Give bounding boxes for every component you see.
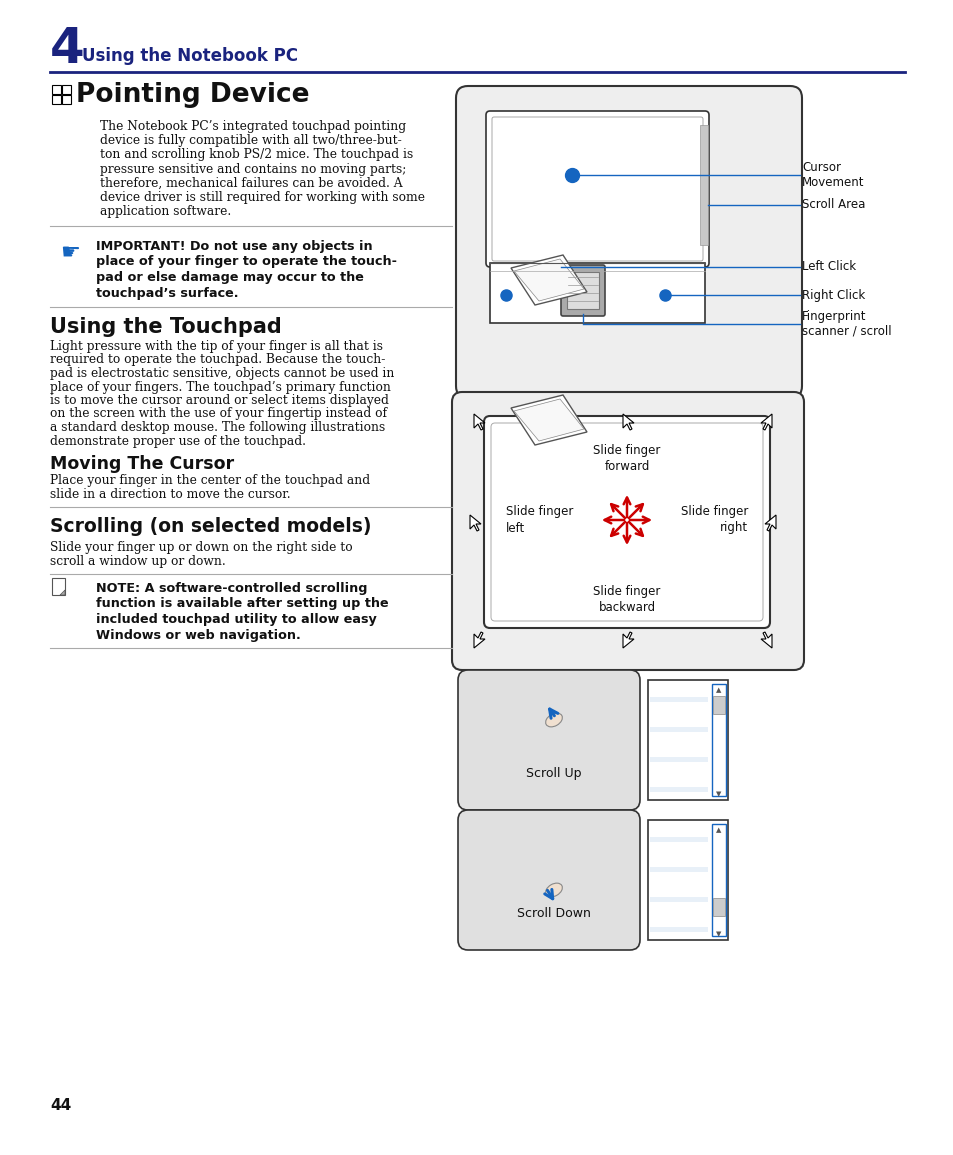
Bar (566, 271, 598, 310)
Text: Using the Notebook PC: Using the Notebook PC (82, 47, 297, 65)
Text: touchpad’s surface.: touchpad’s surface. (96, 286, 238, 299)
Text: Slide your finger up or down on the right side to: Slide your finger up or down on the righ… (50, 541, 353, 554)
FancyBboxPatch shape (452, 392, 803, 670)
Text: Right Click: Right Click (801, 289, 864, 301)
Bar (647, 680, 727, 800)
Text: Windows or web navigation.: Windows or web navigation. (96, 628, 300, 641)
Bar (649, 867, 707, 872)
Text: The Notebook PC’s integrated touchpad pointing: The Notebook PC’s integrated touchpad po… (100, 120, 406, 133)
Text: Slide finger
left: Slide finger left (505, 506, 573, 535)
FancyBboxPatch shape (485, 111, 708, 267)
Polygon shape (474, 632, 484, 648)
Text: Fingerprint
scanner / scroll: Fingerprint scanner / scroll (801, 310, 891, 338)
Bar (649, 696, 707, 702)
Text: device driver is still required for working with some: device driver is still required for work… (100, 191, 424, 204)
FancyBboxPatch shape (491, 423, 762, 621)
Text: device is fully compatible with all two/three-but-: device is fully compatible with all two/… (100, 134, 401, 147)
Text: ton and scrolling knob PS/2 mice. The touchpad is: ton and scrolling knob PS/2 mice. The to… (100, 148, 413, 162)
Bar (62, 85, 71, 94)
Polygon shape (474, 413, 484, 430)
Text: pressure sensitive and contains no moving parts;: pressure sensitive and contains no movin… (100, 163, 406, 176)
Text: ▲: ▲ (716, 827, 720, 833)
Text: required to operate the touchpad. Because the touch-: required to operate the touchpad. Becaus… (50, 353, 385, 366)
Text: Light pressure with the tip of your finger is all that is: Light pressure with the tip of your fing… (50, 340, 382, 353)
Polygon shape (622, 632, 634, 648)
Bar (649, 897, 707, 902)
Polygon shape (760, 632, 771, 648)
Text: Scroll Down: Scroll Down (517, 907, 590, 921)
Text: 4: 4 (50, 25, 85, 73)
Text: a standard desktop mouse. The following illustrations: a standard desktop mouse. The following … (50, 422, 385, 434)
Bar (52, 85, 61, 94)
Text: Slide finger
backward: Slide finger backward (593, 584, 660, 614)
Bar (712, 696, 724, 714)
Polygon shape (470, 515, 480, 531)
Text: on the screen with the use of your fingertip instead of: on the screen with the use of your finge… (50, 408, 387, 420)
Text: 44: 44 (50, 1098, 71, 1113)
Polygon shape (514, 259, 583, 301)
Text: place of your fingers. The touchpad’s primary function: place of your fingers. The touchpad’s pr… (50, 380, 391, 394)
Text: ☛: ☛ (60, 243, 80, 263)
Text: included touchpad utility to allow easy: included touchpad utility to allow easy (96, 613, 376, 626)
Polygon shape (511, 255, 586, 305)
Bar (649, 927, 707, 932)
Text: place of your finger to operate the touch-: place of your finger to operate the touc… (96, 255, 396, 268)
Text: demonstrate proper use of the touchpad.: demonstrate proper use of the touchpad. (50, 434, 306, 447)
Bar (52, 95, 61, 104)
Text: therefore, mechanical failures can be avoided. A: therefore, mechanical failures can be av… (100, 177, 402, 189)
Bar (712, 897, 724, 916)
Bar (711, 824, 725, 936)
Bar (52, 578, 65, 595)
Polygon shape (514, 398, 583, 441)
Bar (62, 95, 71, 104)
Text: Left Click: Left Click (801, 261, 855, 274)
Text: ▲: ▲ (716, 687, 720, 693)
Text: Cursor
Movement: Cursor Movement (801, 161, 863, 189)
FancyBboxPatch shape (560, 264, 604, 316)
Text: scroll a window up or down.: scroll a window up or down. (50, 556, 226, 568)
Bar (647, 820, 727, 940)
Text: ▼: ▼ (716, 791, 720, 797)
Text: pad or else damage may occur to the: pad or else damage may occur to the (96, 271, 363, 284)
FancyBboxPatch shape (457, 810, 639, 951)
Bar (649, 837, 707, 842)
Text: application software.: application software. (100, 206, 231, 218)
Bar (649, 787, 707, 792)
Text: Slide finger
right: Slide finger right (679, 506, 747, 535)
FancyBboxPatch shape (457, 670, 639, 810)
Bar (649, 757, 707, 762)
Polygon shape (60, 590, 65, 595)
Text: Pointing Device: Pointing Device (76, 82, 309, 109)
Text: NOTE: A software-controlled scrolling: NOTE: A software-controlled scrolling (96, 582, 367, 595)
FancyBboxPatch shape (483, 416, 769, 628)
Text: Slide finger
forward: Slide finger forward (593, 444, 660, 474)
Polygon shape (760, 413, 771, 430)
Ellipse shape (545, 713, 561, 726)
Bar (711, 684, 725, 796)
Text: function is available after setting up the: function is available after setting up t… (96, 597, 388, 611)
Polygon shape (764, 515, 775, 531)
Text: ▼: ▼ (716, 931, 720, 937)
Text: Moving The Cursor: Moving The Cursor (50, 455, 233, 474)
Text: Place your finger in the center of the touchpad and: Place your finger in the center of the t… (50, 474, 370, 487)
Text: IMPORTANT! Do not use any objects in: IMPORTANT! Do not use any objects in (96, 240, 373, 253)
Ellipse shape (545, 884, 561, 897)
Polygon shape (622, 413, 634, 430)
Text: slide in a direction to move the cursor.: slide in a direction to move the cursor. (50, 489, 291, 501)
Text: pad is electrostatic sensitive, objects cannot be used in: pad is electrostatic sensitive, objects … (50, 367, 394, 380)
Bar (649, 726, 707, 732)
Polygon shape (511, 395, 586, 445)
Bar (700, 125, 707, 245)
Text: Scroll Up: Scroll Up (526, 767, 581, 780)
FancyBboxPatch shape (456, 85, 801, 398)
FancyBboxPatch shape (492, 117, 702, 261)
Text: Scroll Area: Scroll Area (801, 199, 864, 211)
Text: Using the Touchpad: Using the Touchpad (50, 316, 281, 337)
Bar (490, 263, 704, 323)
Text: is to move the cursor around or select items displayed: is to move the cursor around or select i… (50, 394, 389, 407)
Text: Scrolling (on selected models): Scrolling (on selected models) (50, 517, 371, 536)
